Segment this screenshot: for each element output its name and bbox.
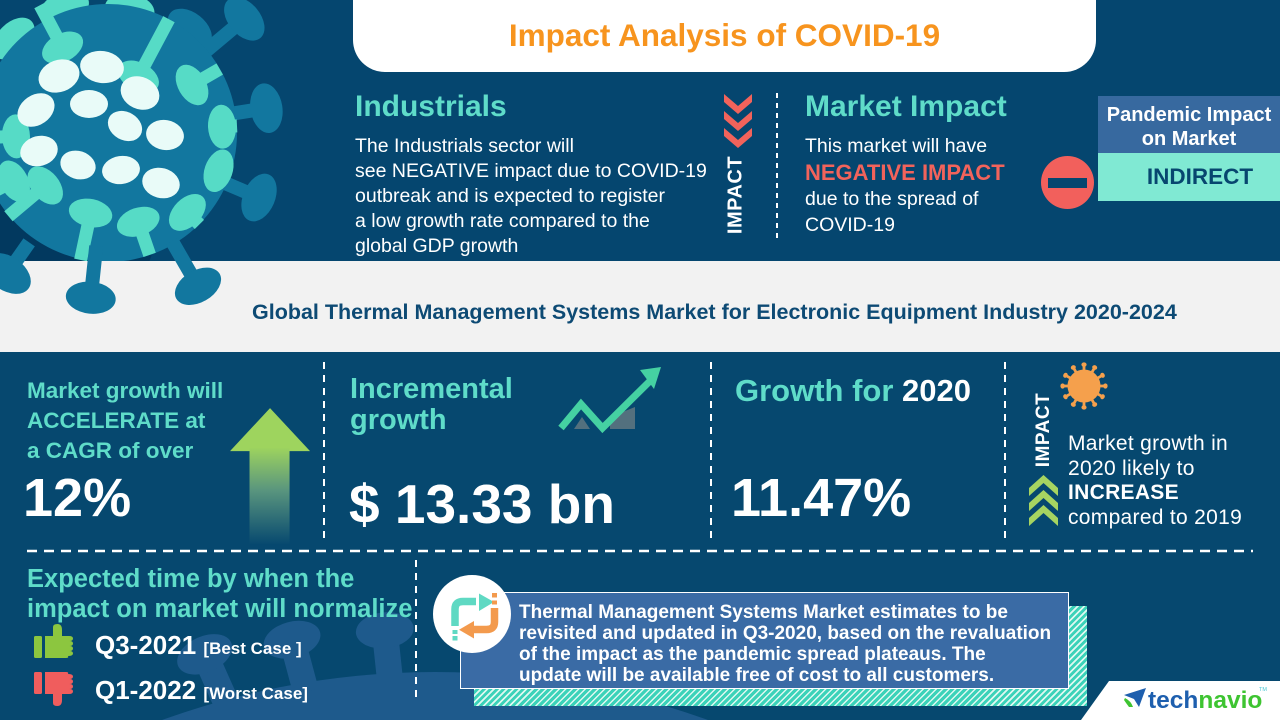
svg-text:technavio: technavio — [1148, 687, 1262, 714]
svg-text:TM: TM — [1259, 687, 1267, 693]
